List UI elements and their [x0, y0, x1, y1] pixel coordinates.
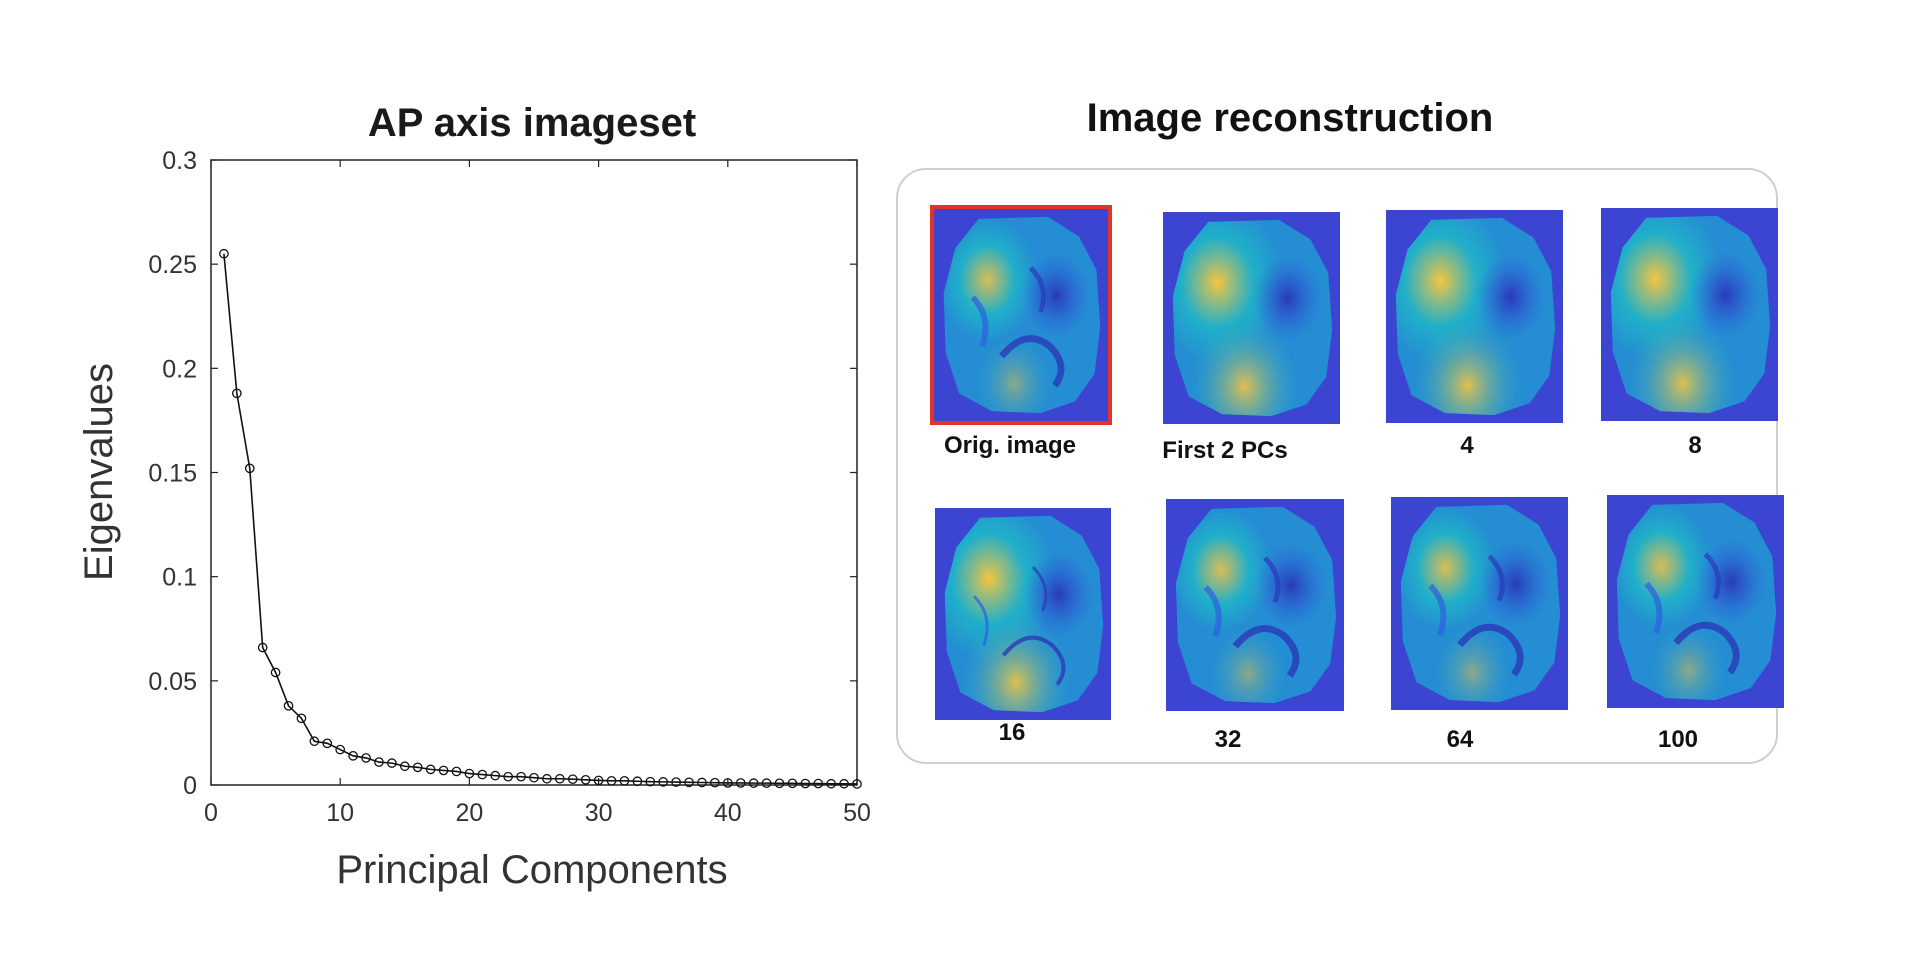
data-point [425, 764, 436, 775]
reconstruction-thumbnail [935, 508, 1111, 720]
reconstruction-title: Image reconstruction [1086, 96, 1494, 140]
data-point [606, 775, 617, 786]
data-point [593, 775, 604, 786]
x-tick-label: 0 [204, 799, 218, 827]
data-point [309, 736, 320, 747]
eigenvalue-series-markers [219, 248, 862, 789]
thumbnail-caption: 100 [1657, 726, 1699, 753]
plot-area [210, 159, 858, 786]
thumbnail-caption: 16 [998, 719, 1026, 746]
data-point [348, 750, 358, 761]
data-point [839, 778, 849, 789]
data-point [542, 773, 552, 784]
reconstruction-thumbnail [1391, 497, 1568, 710]
data-point [374, 757, 384, 767]
data-point [322, 738, 333, 749]
reconstruction-thumbnail [1607, 495, 1784, 708]
data-point [684, 777, 694, 788]
data-point [412, 762, 423, 773]
data-point [516, 771, 526, 782]
eigenvalue-series-line [223, 253, 858, 785]
data-point [244, 463, 255, 474]
data-point [774, 778, 785, 789]
y-tick-label: 0.3 [162, 147, 197, 175]
data-point [761, 778, 772, 788]
data-point [438, 765, 449, 776]
data-point [296, 713, 307, 724]
data-point [787, 778, 798, 789]
data-point [722, 778, 733, 788]
data-point [554, 773, 565, 784]
data-point [697, 777, 707, 788]
brain-heatmap-image [1601, 208, 1778, 421]
y-tick-label: 0.15 [148, 460, 197, 488]
data-point [632, 776, 643, 787]
data-point [361, 753, 371, 763]
y-tick-label: 0.05 [148, 668, 197, 696]
brain-heatmap-image [1166, 499, 1344, 711]
x-tick-label: 30 [585, 799, 613, 827]
thumbnail-caption: 64 [1446, 726, 1474, 753]
data-point [490, 770, 501, 781]
data-point [257, 642, 268, 653]
thumbnail-caption: 8 [1688, 432, 1702, 459]
data-point [270, 667, 281, 678]
data-point [671, 777, 681, 787]
y-tick-label: 0 [183, 772, 197, 800]
x-tick-label: 50 [843, 799, 871, 827]
thumbnail-caption: 32 [1214, 726, 1242, 753]
x-tick-label: 40 [714, 799, 742, 827]
axis-tick-labels: 0 10 20 30 40 50 0 0.05 0.1 0.15 0.2 0.25 0.3 [148, 147, 871, 827]
reconstruction-thumbnail [1163, 212, 1340, 424]
chart-title: AP axis imageset [368, 101, 696, 145]
data-point [503, 771, 514, 782]
data-point [852, 779, 862, 789]
brain-heatmap-image [935, 508, 1111, 720]
data-point [567, 774, 578, 785]
reconstruction-thumbnail [1386, 210, 1563, 423]
data-point [283, 700, 294, 711]
data-point [451, 766, 462, 777]
data-point [387, 758, 397, 768]
reconstruction-thumbnail [1166, 499, 1344, 711]
data-point [231, 388, 242, 399]
thumbnail-caption: First 2 PCs [1162, 437, 1288, 464]
x-tick-label: 20 [455, 799, 483, 827]
thumbnail-caption: Orig. image [943, 432, 1077, 459]
data-point [826, 778, 837, 789]
brain-heatmap-image [934, 209, 1108, 421]
data-point [219, 248, 229, 259]
x-tick-label: 10 [326, 799, 354, 827]
data-point [464, 768, 475, 779]
data-point [748, 778, 759, 788]
thumbnail-caption: 4 [1460, 432, 1474, 459]
data-point [335, 744, 346, 755]
brain-heatmap-image [1391, 497, 1568, 710]
brain-heatmap-image [1607, 495, 1784, 708]
data-point [813, 778, 824, 789]
x-axis-label: Principal Components [336, 848, 727, 892]
brain-heatmap-image [1386, 210, 1563, 423]
data-point [619, 775, 630, 786]
y-tick-label: 0.2 [162, 355, 197, 383]
data-point [529, 772, 539, 783]
reconstruction-thumbnail [1601, 208, 1778, 421]
data-point [399, 761, 410, 772]
y-tick-label: 0.25 [148, 251, 197, 279]
data-point [658, 777, 669, 787]
data-point [735, 778, 746, 788]
brain-heatmap-image [1163, 212, 1340, 424]
reconstruction-thumbnail [930, 205, 1112, 425]
data-point [800, 778, 811, 789]
data-point [710, 777, 720, 788]
y-axis-label: Eigenvalues [77, 363, 121, 581]
data-point [477, 769, 488, 780]
data-point [580, 774, 591, 785]
data-point [645, 776, 656, 787]
y-tick-label: 0.1 [162, 564, 197, 592]
